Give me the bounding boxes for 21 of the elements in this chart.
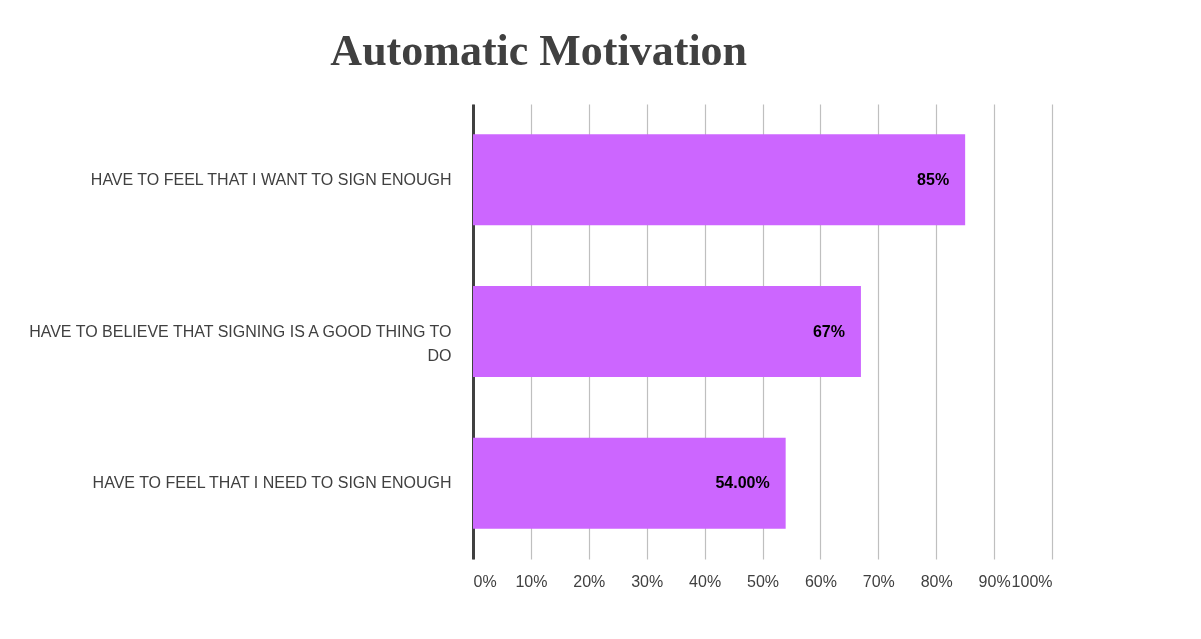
x-tick-label: 40% <box>689 572 722 590</box>
y-tick-label: HAVE TO FEEL THAT I WANT TO SIGN ENOUGH <box>90 170 452 188</box>
x-tick-label: 100% <box>1011 572 1053 590</box>
bar <box>473 134 966 226</box>
chart-title: Automatic Motivation <box>330 26 748 75</box>
x-tick-label: 70% <box>862 572 895 590</box>
x-tick-label: 0% <box>473 572 497 590</box>
bar <box>473 437 786 529</box>
x-tick-label: 30% <box>631 572 664 590</box>
data-label: 85% <box>917 170 950 188</box>
x-tick-label: 90% <box>978 572 1011 590</box>
y-tick-label: HAVE TO FEEL THAT I NEED TO SIGN ENOUGH <box>92 474 452 492</box>
x-tick-label: 10% <box>515 572 548 590</box>
x-tick-label: 80% <box>920 572 953 590</box>
x-tick-label: 50% <box>746 572 780 590</box>
x-tick-label: 20% <box>573 572 606 590</box>
data-label: 54.00% <box>715 474 770 492</box>
x-tick-label: 60% <box>804 572 837 590</box>
y-tick-label: HAVE TO BELIEVE THAT SIGNING IS A GOOD THING TO DO <box>29 322 452 364</box>
data-label: 67% <box>812 322 845 340</box>
bar <box>473 286 861 377</box>
